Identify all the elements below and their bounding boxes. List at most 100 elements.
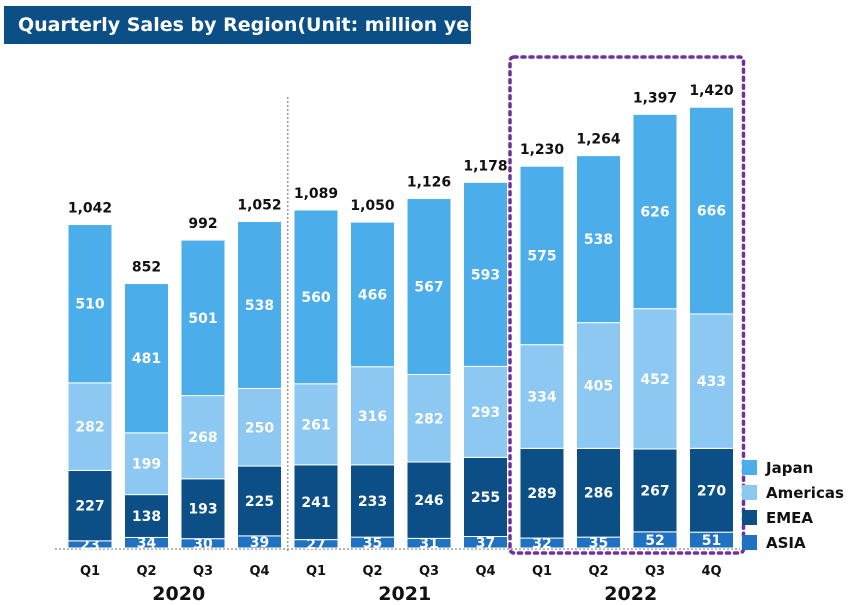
bar-japan-5 xyxy=(293,209,339,385)
total-label: 992 xyxy=(188,216,217,232)
data-label-asia: 32 xyxy=(532,536,551,552)
bar-emea-3 xyxy=(180,478,226,540)
legend-label: EMEA xyxy=(766,509,813,527)
bar-emea-4 xyxy=(237,465,282,537)
legend-swatch xyxy=(742,535,757,550)
bar-americas-6 xyxy=(350,366,395,466)
bar-americas-2 xyxy=(124,432,169,496)
data-label-asia: 39 xyxy=(250,535,269,551)
data-label-emea: 193 xyxy=(188,502,217,518)
data-label-japan: 510 xyxy=(75,297,104,313)
total-label: 852 xyxy=(132,260,161,276)
data-label-asia: 31 xyxy=(419,536,438,552)
data-label-japan: 560 xyxy=(301,290,330,306)
data-label-americas: 452 xyxy=(640,372,669,388)
bar-emea-11 xyxy=(632,448,678,533)
bar-stack-3: 30 193 268 501 992 xyxy=(180,216,226,552)
category-label: Q3 xyxy=(419,564,439,579)
bar-stack-7: 31 246 282 567 1,126 xyxy=(406,174,452,552)
category-label: Q3 xyxy=(193,564,213,579)
data-label-japan: 575 xyxy=(527,248,556,264)
data-label-japan: 538 xyxy=(584,232,613,248)
bar-americas-10 xyxy=(576,322,621,449)
total-label: 1,052 xyxy=(237,197,281,213)
data-label-americas: 316 xyxy=(358,409,387,425)
category-label: Q4 xyxy=(249,564,269,579)
data-label-emea: 267 xyxy=(640,483,669,499)
category-label: Q2 xyxy=(588,564,608,579)
bar-americas-4 xyxy=(237,387,282,467)
bar-stack-11: 52 267 452 626 1,397 xyxy=(632,90,678,549)
data-label-americas: 250 xyxy=(245,420,274,436)
category-label: 4Q xyxy=(701,564,721,579)
legend-item-japan: Japan xyxy=(742,459,813,477)
bar-japan-7 xyxy=(406,197,452,375)
bar-americas-7 xyxy=(406,373,452,463)
legend-swatch xyxy=(742,460,757,475)
bar-stack-8: 37 255 293 593 1,178 xyxy=(463,158,508,551)
data-label-americas: 268 xyxy=(188,430,217,446)
bar-japan-9 xyxy=(519,165,565,346)
data-label-americas: 199 xyxy=(132,457,161,473)
data-label-asia: 34 xyxy=(137,536,157,552)
data-label-emea: 225 xyxy=(245,494,274,510)
data-label-emea: 255 xyxy=(471,490,500,506)
bar-emea-6 xyxy=(350,464,395,538)
bar-americas-8 xyxy=(463,365,508,458)
data-label-japan: 481 xyxy=(132,351,161,367)
bar-stack-1: 23 227 282 510 1,042 xyxy=(67,201,113,553)
bar-japan-12 xyxy=(689,106,734,315)
data-label-americas: 293 xyxy=(471,405,500,421)
total-label: 1,397 xyxy=(633,90,677,106)
data-label-asia: 35 xyxy=(589,536,608,552)
legend-label: Americas xyxy=(766,484,844,502)
year-label-2022: 2022 xyxy=(604,583,657,605)
data-label-asia: 51 xyxy=(702,533,721,549)
data-label-asia: 52 xyxy=(645,533,664,549)
bar-emea-5 xyxy=(293,464,339,541)
bar-japan-2 xyxy=(124,283,169,434)
bar-japan-4 xyxy=(237,220,282,389)
total-label: 1,126 xyxy=(407,174,451,190)
data-label-americas: 433 xyxy=(697,374,726,390)
legend-item-asia: ASIA xyxy=(742,534,806,552)
data-label-japan: 666 xyxy=(697,204,726,220)
data-label-americas: 282 xyxy=(75,420,104,436)
data-label-japan: 466 xyxy=(358,287,387,303)
legend-swatch xyxy=(742,485,757,500)
bar-japan-11 xyxy=(632,113,678,310)
year-label-2020: 2020 xyxy=(152,583,205,605)
data-label-emea: 270 xyxy=(697,483,726,499)
legend-swatch xyxy=(742,510,757,525)
data-label-japan: 593 xyxy=(471,267,500,283)
bar-japan-3 xyxy=(180,239,226,397)
data-label-asia: 35 xyxy=(363,536,382,552)
bar-stack-2: 34 138 199 481 852 xyxy=(124,260,169,552)
bar-stack-12: 51 270 433 666 1,420 xyxy=(689,83,734,549)
bar-emea-10 xyxy=(576,447,621,538)
category-label: Q4 xyxy=(475,564,495,579)
legend-item-americas: Americas xyxy=(742,484,844,502)
data-label-asia: 27 xyxy=(306,537,325,553)
legend-label: ASIA xyxy=(766,534,806,552)
data-label-emea: 286 xyxy=(584,486,613,502)
bar-americas-1 xyxy=(67,382,113,471)
category-label: Q3 xyxy=(645,564,665,579)
chart-title: Quarterly Sales by Region(Unit: million … xyxy=(4,6,491,44)
data-label-americas: 261 xyxy=(301,417,330,433)
category-label: Q1 xyxy=(306,564,326,579)
total-label: 1,050 xyxy=(350,198,395,214)
total-label: 1,264 xyxy=(576,132,621,148)
data-label-japan: 626 xyxy=(640,205,669,221)
data-label-emea: 246 xyxy=(414,493,443,509)
bar-emea-7 xyxy=(406,461,452,539)
bar-emea-8 xyxy=(463,456,508,538)
data-label-japan: 501 xyxy=(188,311,217,327)
total-label: 1,230 xyxy=(520,142,565,158)
bar-emea-2 xyxy=(124,494,169,538)
data-label-emea: 227 xyxy=(75,499,104,515)
data-label-emea: 289 xyxy=(527,486,556,502)
category-label: Q2 xyxy=(136,564,156,579)
data-label-japan: 538 xyxy=(245,298,274,314)
